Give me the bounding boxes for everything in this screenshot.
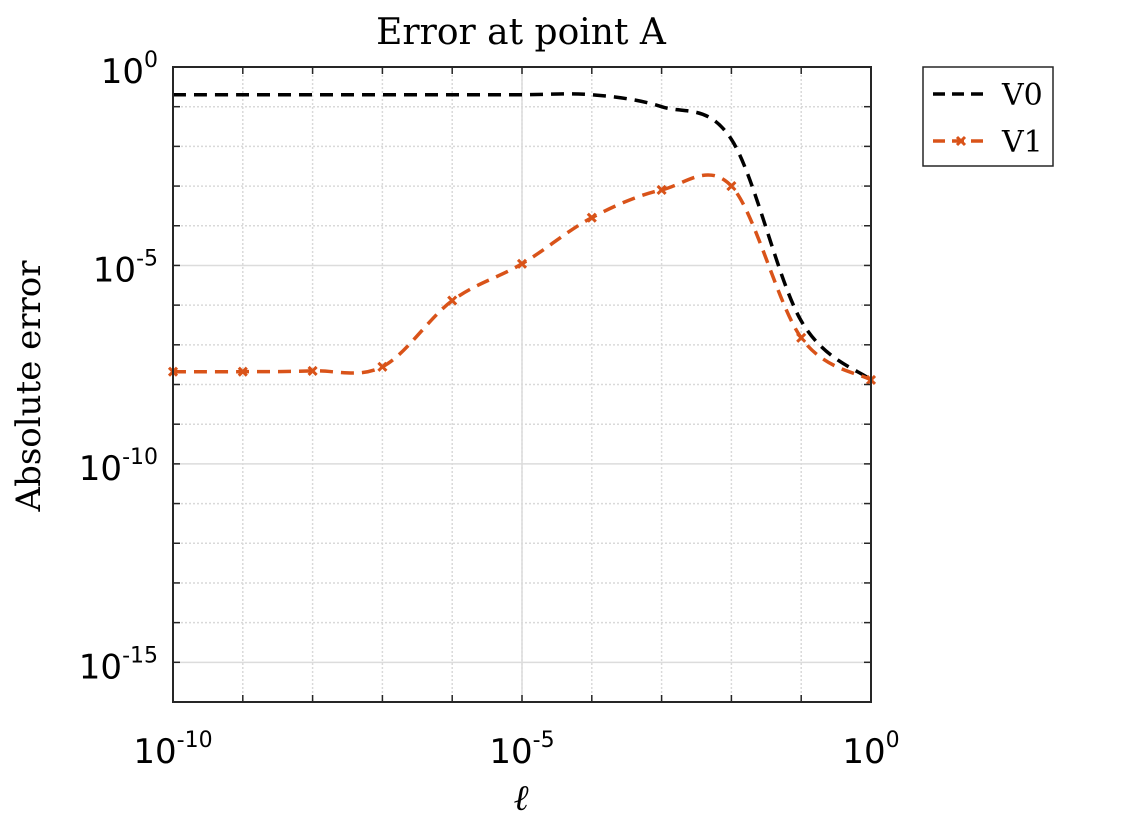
legend-box <box>922 66 1054 167</box>
grid-lines <box>173 67 871 702</box>
data-point-v1 <box>377 361 388 372</box>
series-layer <box>167 92 877 386</box>
chart-title: Error at point A <box>376 12 667 53</box>
y-tick-label: 10-10 <box>79 445 158 489</box>
y-tick-labels: 10-15 10-10 10-5 100 <box>79 48 158 687</box>
axes-frame <box>172 66 872 703</box>
data-point-v1 <box>656 184 667 195</box>
data-point-v1 <box>516 258 528 269</box>
data-point-v1 <box>586 212 597 223</box>
data-point-v1 <box>726 181 737 192</box>
x-tick-label: 100 <box>842 728 899 772</box>
data-point-v1 <box>796 332 807 343</box>
series-line-v0 <box>173 92 873 382</box>
data-point-v1 <box>447 295 458 306</box>
legend-label-v1: V1 <box>1001 125 1043 160</box>
y-tick-label: 10-5 <box>93 246 158 290</box>
x-tick-label: 10-10 <box>133 728 212 772</box>
x-tick-label: 10-5 <box>489 728 554 772</box>
data-point-v1 <box>237 366 248 377</box>
x-axis-label: ℓ <box>514 778 529 819</box>
legend-label-v0: V0 <box>1001 78 1043 113</box>
y-tick-label: 100 <box>101 48 158 92</box>
series-line-v1 <box>172 173 872 382</box>
x-tick-labels: 10-10 10-5 100 <box>133 728 899 772</box>
legend-marker-v1 <box>955 135 967 147</box>
y-tick-label: 10-15 <box>79 643 158 687</box>
y-axis-label: Absolute error <box>9 260 49 513</box>
data-point-v1 <box>307 365 318 376</box>
